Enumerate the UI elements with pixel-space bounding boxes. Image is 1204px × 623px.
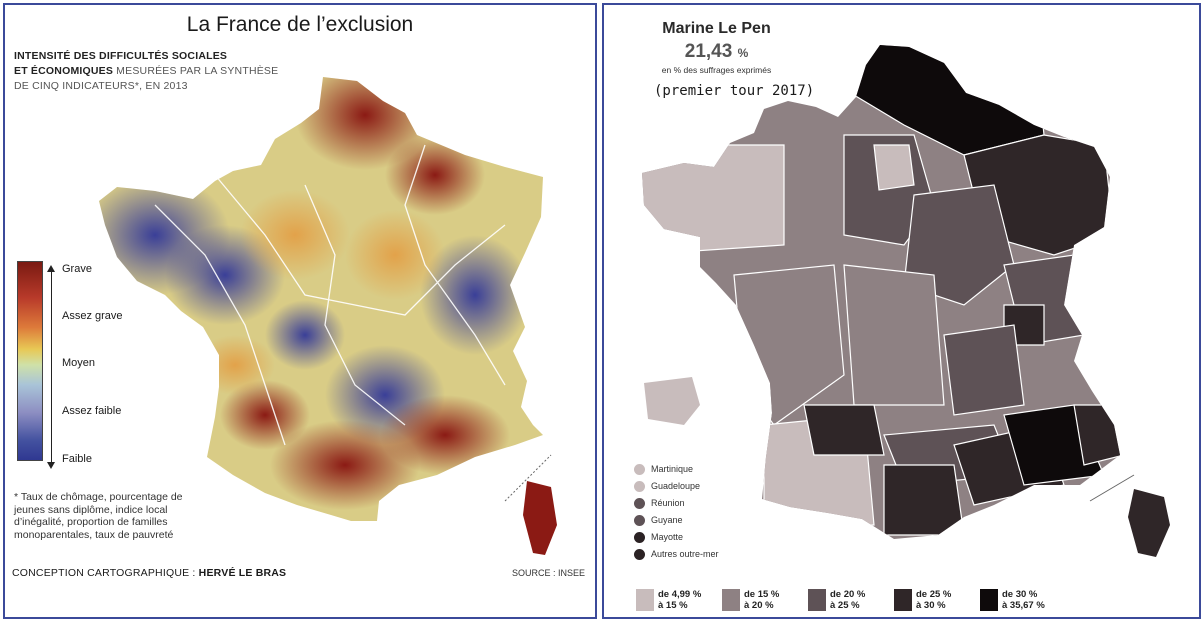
greater-paris-inset: [644, 377, 700, 425]
corsica-shape: [523, 481, 557, 555]
intensity-color-scale: [17, 261, 43, 461]
national-score: 21,43 %: [684, 41, 749, 62]
map-credit: CONCEPTION CARTOGRAPHIQUE : HERVÉ LE BRA…: [12, 567, 287, 579]
department-choropleth: [642, 45, 1120, 539]
exclusion-heatmap: [99, 77, 543, 521]
left-map-subtitle: INTENSITÉ DES DIFFICULTÉS SOCIALES ET ÉC…: [14, 50, 279, 92]
left-map-title: La France de l’exclusion: [186, 13, 414, 36]
intensity-scale-arrow: [47, 265, 55, 469]
legend-label-faible: Faible: [62, 453, 92, 465]
legend-label-assez-faible: Assez faible: [62, 405, 122, 417]
exclusion-map: [99, 77, 557, 555]
election-round: (premier tour 2017): [654, 83, 815, 99]
legend-label-assez-grave: Assez grave: [62, 310, 123, 322]
right-map-title: Marine Le Pen: [662, 20, 771, 37]
corsica-shape: [1128, 489, 1170, 557]
le-pen-vote-map: [642, 45, 1170, 557]
legend-label-moyen: Moyen: [62, 357, 96, 369]
legend-label-grave: Grave: [62, 263, 92, 275]
le-pen-map-panel: Marine Le Pen 21,43 % en % des suffrages…: [602, 3, 1201, 619]
footnote-indicators: * Taux de chômage, pourcentage de jeunes…: [14, 491, 183, 541]
map-source: SOURCE : INSEE: [511, 568, 585, 578]
exclusion-map-panel: La France de l’exclusion INTENSITÉ DES D…: [3, 3, 597, 619]
score-caption: en % des suffrages exprimés: [661, 65, 772, 75]
